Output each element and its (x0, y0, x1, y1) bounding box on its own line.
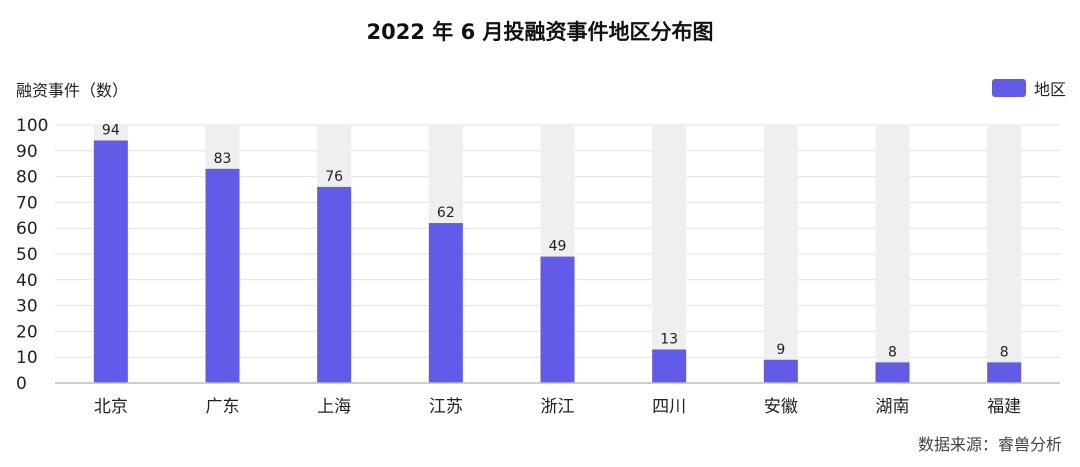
bar (987, 362, 1022, 383)
legend: 地区 (991, 76, 1066, 100)
bar-track (875, 125, 910, 383)
data-label: 9 (776, 342, 785, 358)
data-label: 76 (325, 169, 343, 185)
bar (317, 186, 352, 383)
bar (205, 168, 240, 383)
x-tick-label: 江苏 (429, 397, 463, 417)
bar-track (987, 125, 1022, 383)
bar (763, 359, 798, 383)
bar-track (763, 125, 798, 383)
y-tick-label: 60 (16, 219, 38, 239)
y-tick-label: 0 (16, 374, 27, 394)
x-tick-label: 安徽 (764, 397, 798, 417)
x-tick-label: 湖南 (876, 397, 910, 417)
legend-swatch (991, 79, 1026, 97)
bar (652, 349, 687, 383)
y-tick-label: 100 (16, 116, 48, 136)
x-tick-label: 广东 (206, 397, 240, 417)
x-tick-label: 四川 (652, 397, 686, 417)
bar (540, 256, 575, 383)
y-tick-label: 30 (16, 297, 38, 317)
y-tick-label: 70 (16, 193, 38, 213)
data-source: 数据来源：睿兽分析 (917, 435, 1062, 454)
chart-title: 2022 年 6 月投融资事件地区分布图 (366, 20, 714, 44)
x-tick-label: 浙江 (541, 397, 575, 417)
data-label: 13 (660, 331, 678, 347)
x-tick-label: 福建 (987, 397, 1021, 417)
data-label: 62 (437, 205, 455, 221)
data-label: 83 (214, 151, 232, 167)
data-label: 49 (549, 239, 567, 255)
x-tick-label: 上海 (317, 397, 351, 417)
y-tick-label: 90 (16, 142, 38, 162)
y-tick-label: 80 (16, 168, 38, 188)
bar-track (652, 125, 687, 383)
y-tick-label: 20 (16, 322, 38, 342)
y-tick-label: 40 (16, 271, 38, 291)
data-label: 8 (1000, 344, 1009, 360)
data-label: 94 (102, 122, 120, 138)
y-axis-label: 融资事件（数） (16, 81, 129, 100)
x-tick-label: 北京 (94, 397, 128, 417)
y-tick-label: 50 (16, 245, 38, 265)
legend-label: 地区 (1033, 80, 1066, 99)
y-tick-label: 10 (16, 348, 38, 368)
bar (428, 223, 463, 383)
bar (875, 362, 910, 383)
data-label: 8 (888, 344, 897, 360)
bar (93, 140, 128, 383)
